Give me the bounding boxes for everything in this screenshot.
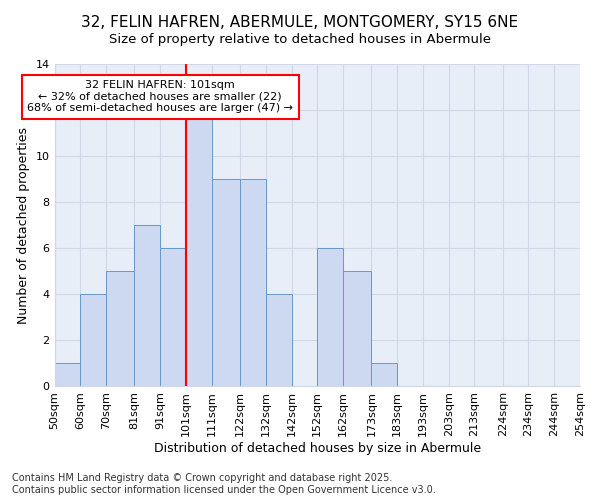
Bar bbox=[212, 179, 240, 386]
Bar bbox=[343, 272, 371, 386]
Bar bbox=[55, 364, 80, 386]
Bar bbox=[134, 225, 160, 386]
Text: 32 FELIN HAFREN: 101sqm
← 32% of detached houses are smaller (22)
68% of semi-de: 32 FELIN HAFREN: 101sqm ← 32% of detache… bbox=[27, 80, 293, 114]
Text: Contains HM Land Registry data © Crown copyright and database right 2025.
Contai: Contains HM Land Registry data © Crown c… bbox=[12, 474, 436, 495]
Text: Size of property relative to detached houses in Abermule: Size of property relative to detached ho… bbox=[109, 32, 491, 46]
Bar bbox=[240, 179, 266, 386]
Bar bbox=[186, 110, 212, 386]
Bar bbox=[266, 294, 292, 386]
Bar bbox=[80, 294, 106, 386]
Bar bbox=[106, 272, 134, 386]
Y-axis label: Number of detached properties: Number of detached properties bbox=[17, 126, 30, 324]
Bar bbox=[371, 364, 397, 386]
Bar bbox=[160, 248, 186, 386]
Text: 32, FELIN HAFREN, ABERMULE, MONTGOMERY, SY15 6NE: 32, FELIN HAFREN, ABERMULE, MONTGOMERY, … bbox=[82, 15, 518, 30]
X-axis label: Distribution of detached houses by size in Abermule: Distribution of detached houses by size … bbox=[154, 442, 481, 455]
Bar bbox=[317, 248, 343, 386]
